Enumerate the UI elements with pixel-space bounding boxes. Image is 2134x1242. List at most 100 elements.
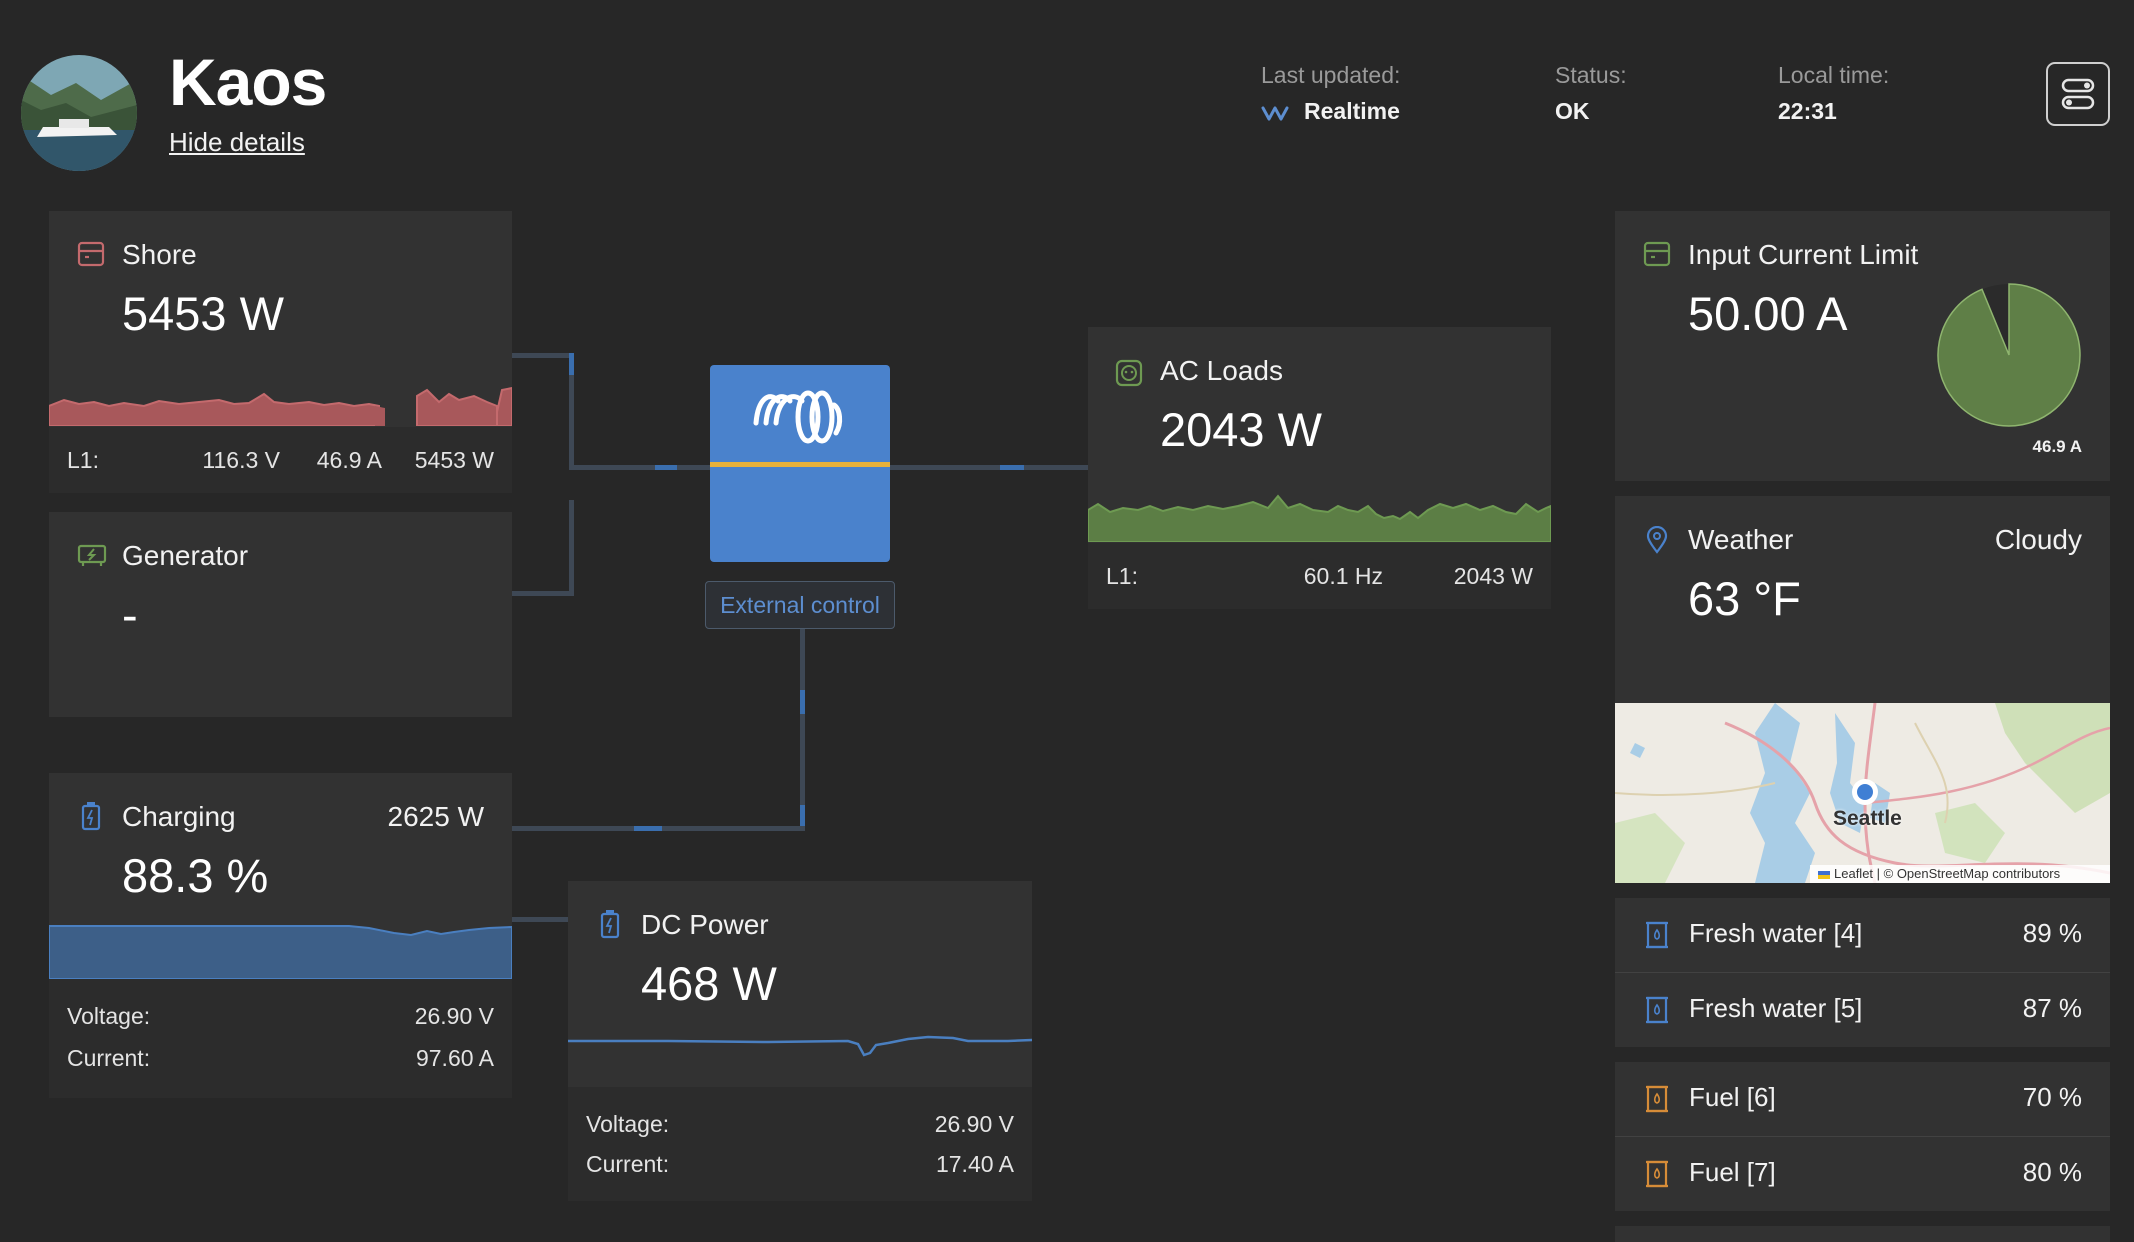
generator-wire [512, 591, 574, 596]
map-attribution-text: Leaflet | © OpenStreetMap contributors [1834, 866, 2061, 881]
status-label: Status: [1555, 62, 1627, 88]
tank-divider [1615, 1136, 2110, 1137]
shore-line-label: L1: [67, 447, 99, 473]
next-card-partial [1615, 1226, 2110, 1242]
weather-card[interactable]: Weather Cloudy 63 °F Seattle Leaflet | ©… [1615, 496, 2110, 883]
dc-current: 17.40 A [935, 1151, 1014, 1177]
generator-title: Generator [122, 540, 249, 571]
settings-toggle-button[interactable] [2046, 62, 2110, 126]
tank-level: 70 % [2022, 1082, 2082, 1112]
dc-voltage-label: Voltage: [586, 1111, 670, 1137]
dc-power-value: 468 W [641, 957, 777, 1010]
battery-current-label: Current: [67, 1045, 151, 1071]
fuel-tank-icon [1646, 1085, 1668, 1113]
tank-level: 89 % [2022, 918, 2082, 948]
battery-power: 2625 W [387, 801, 485, 832]
weather-condition: Cloudy [1994, 524, 2082, 555]
dc-power-title: DC Power [641, 909, 769, 940]
dc-battery-icon [600, 910, 620, 939]
tank-level: 80 % [2022, 1157, 2082, 1187]
tank-row[interactable]: Fresh water [4] 89 % [1615, 898, 2110, 972]
ac-loads-power: 2043 W [1453, 563, 1533, 589]
shore-plug-icon [77, 241, 105, 267]
battery-soc-sparkline [49, 925, 512, 979]
dc-bus-wire-vertical [800, 629, 805, 831]
battery-current: 97.60 A [415, 1045, 494, 1071]
map-marker-icon[interactable] [1850, 777, 1880, 807]
ac-loads-frequency: 60.1 Hz [1303, 563, 1383, 589]
shore-wire-vertical [569, 353, 574, 470]
shore-flow-dot-2 [655, 465, 677, 470]
generator-icon [77, 544, 107, 566]
input-limit-pie [1937, 283, 2081, 427]
input-limit-pie-label: 46.9 A [2032, 437, 2082, 456]
location-pin-icon [1646, 526, 1668, 554]
inverter-charger-block[interactable] [710, 365, 890, 562]
ac-flow-dot [1000, 465, 1024, 470]
dc-flow-dot [800, 690, 805, 714]
dc-power-card[interactable]: DC Power 468 W Voltage: 26.90 V Current:… [568, 881, 1032, 1201]
battery-flow-dot [634, 826, 662, 831]
toggles-icon [2061, 78, 2095, 110]
pie-used-slice [1937, 283, 2081, 427]
dc-current-label: Current: [586, 1151, 670, 1177]
generator-card[interactable]: Generator - [49, 512, 512, 717]
water-tank-icon [1646, 921, 1668, 949]
ukraine-flag-icon [1818, 870, 1830, 879]
generator-wire-vertical [569, 500, 574, 596]
dc-power-wire [512, 917, 568, 922]
battery-icon [81, 802, 101, 831]
ac-loads-value: 2043 W [1160, 403, 1322, 456]
last-updated-label: Last updated: [1261, 62, 1401, 88]
generator-value: - [122, 588, 138, 641]
weather-temperature: 63 °F [1688, 572, 1801, 625]
last-updated-value: Realtime [1304, 98, 1400, 124]
shore-wire [512, 353, 574, 358]
map-city-label: Seattle [1833, 807, 1902, 830]
shore-current: 46.9 A [316, 447, 382, 473]
dc-power-sparkline [568, 1035, 1032, 1057]
input-limit-title: Input Current Limit [1688, 239, 1919, 270]
shore-voltage: 116.3 V [202, 447, 280, 473]
shore-to-inverter-wire [569, 465, 710, 470]
shore-title: Shore [122, 239, 197, 270]
tank-label: Fresh water [4] [1689, 918, 1863, 948]
map-attribution[interactable]: Leaflet | © OpenStreetMap contributors [1810, 865, 2110, 883]
tank-divider [1615, 972, 2110, 973]
ac-loads-card[interactable]: AC Loads 2043 W L1: 60.1 Hz 2043 W [1088, 327, 1551, 609]
local-time-label: Local time: [1778, 62, 1890, 88]
location-map[interactable]: Seattle Leaflet | © OpenStreetMap contri… [1615, 703, 2110, 883]
shore-flow-dot [569, 353, 574, 375]
tank-label: Fuel [6] [1689, 1082, 1776, 1112]
outlet-icon [1115, 359, 1143, 387]
realtime-wave-icon [1261, 106, 1289, 121]
status-value: OK [1555, 98, 1590, 124]
hide-details-link[interactable]: Hide details [169, 127, 305, 157]
battery-voltage: 26.90 V [414, 1003, 494, 1029]
shore-card[interactable]: Shore 5453 W L1: 116.3 V 46.9 A 5453 W [49, 211, 512, 493]
fuel-tank-icon [1646, 1160, 1668, 1188]
battery-card[interactable]: Charging 2625 W 88.3 % Voltage: 26.90 V … [49, 773, 512, 1098]
input-current-limit-card[interactable]: Input Current Limit 50.00 A 46.9 A [1615, 211, 2110, 481]
tank-label: Fresh water [5] [1689, 993, 1863, 1023]
tank-label: Fuel [7] [1689, 1157, 1776, 1187]
shore-value: 5453 W [122, 287, 284, 340]
dc-voltage: 26.90 V [934, 1111, 1014, 1137]
tank-row[interactable]: Fuel [6] 70 % [1615, 1062, 2110, 1136]
weather-title: Weather [1688, 524, 1794, 555]
tank-row[interactable]: Fresh water [5] 87 % [1615, 973, 2110, 1047]
fuel-tanks-card[interactable]: Fuel [6] 70 % Fuel [7] 80 % [1615, 1062, 2110, 1211]
inverter-stripe [710, 462, 890, 467]
victron-logo-icon [753, 390, 843, 444]
ac-loads-sparkline [1088, 494, 1551, 542]
local-time-value: 22:31 [1778, 98, 1837, 124]
fresh-water-tanks-card[interactable]: Fresh water [4] 89 % Fresh water [5] 87 … [1615, 898, 2110, 1047]
ac-loads-title: AC Loads [1160, 355, 1283, 386]
tank-level: 87 % [2022, 993, 2082, 1023]
water-tank-icon [1646, 996, 1668, 1024]
shore-power: 5453 W [414, 447, 494, 473]
dc-flow-dot-2 [800, 805, 805, 831]
tank-row[interactable]: Fuel [7] 80 % [1615, 1137, 2110, 1211]
shore-power-sparkline [49, 386, 512, 426]
external-control-badge: External control [705, 581, 895, 629]
